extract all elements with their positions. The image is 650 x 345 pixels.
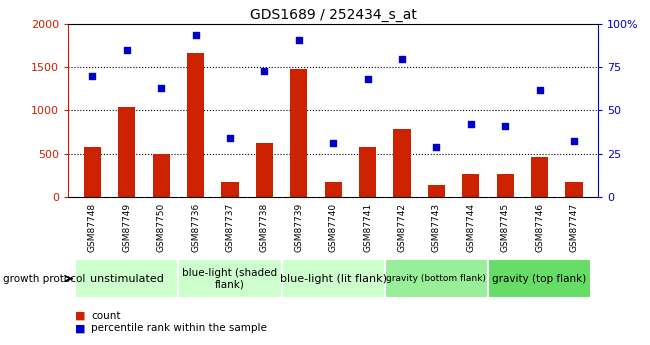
Text: GSM87747: GSM87747 <box>569 203 578 252</box>
Bar <box>281 259 385 298</box>
Text: GSM87740: GSM87740 <box>329 203 337 252</box>
Bar <box>428 185 445 197</box>
Bar <box>385 259 488 298</box>
Bar <box>222 181 239 197</box>
Point <box>534 87 545 92</box>
Text: GSM87737: GSM87737 <box>226 203 235 252</box>
Text: GSM87748: GSM87748 <box>88 203 97 252</box>
Point <box>294 37 304 42</box>
Text: ■: ■ <box>75 311 85 321</box>
Text: GSM87739: GSM87739 <box>294 203 304 252</box>
Bar <box>531 157 548 197</box>
Bar <box>488 259 591 298</box>
Text: GSM87741: GSM87741 <box>363 203 372 252</box>
Bar <box>566 182 582 197</box>
Text: unstimulated: unstimulated <box>90 274 164 284</box>
Text: growth protocol: growth protocol <box>3 274 86 284</box>
Point <box>87 73 98 79</box>
Bar <box>462 174 479 197</box>
Point <box>122 47 132 53</box>
Bar <box>255 143 273 197</box>
Text: GSM87743: GSM87743 <box>432 203 441 252</box>
Point <box>500 123 510 129</box>
Point <box>225 135 235 141</box>
Bar <box>178 259 281 298</box>
Point <box>362 77 372 82</box>
Point <box>396 56 407 61</box>
Bar <box>324 183 342 197</box>
Title: GDS1689 / 252434_s_at: GDS1689 / 252434_s_at <box>250 8 417 22</box>
Text: ■: ■ <box>75 324 85 333</box>
Text: gravity (bottom flank): gravity (bottom flank) <box>386 274 486 283</box>
Bar <box>393 129 411 197</box>
Text: GSM87736: GSM87736 <box>191 203 200 252</box>
Bar <box>75 259 178 298</box>
Point <box>259 68 270 73</box>
Point <box>156 85 166 91</box>
Bar <box>497 174 514 197</box>
Bar <box>359 148 376 197</box>
Text: GSM87742: GSM87742 <box>397 203 406 252</box>
Text: GSM87744: GSM87744 <box>466 203 475 252</box>
Point <box>569 139 579 144</box>
Text: percentile rank within the sample: percentile rank within the sample <box>91 324 267 333</box>
Bar <box>153 154 170 197</box>
Text: GSM87749: GSM87749 <box>122 203 131 252</box>
Text: GSM87738: GSM87738 <box>260 203 269 252</box>
Bar <box>290 69 307 197</box>
Bar <box>84 147 101 197</box>
Text: blue-light (shaded
flank): blue-light (shaded flank) <box>183 268 278 289</box>
Bar <box>118 107 135 197</box>
Text: gravity (top flank): gravity (top flank) <box>493 274 587 284</box>
Text: blue-light (lit flank): blue-light (lit flank) <box>280 274 387 284</box>
Text: GSM87750: GSM87750 <box>157 203 166 252</box>
Text: GSM87746: GSM87746 <box>535 203 544 252</box>
Text: count: count <box>91 311 120 321</box>
Point <box>465 121 476 127</box>
Point <box>328 140 338 146</box>
Text: GSM87745: GSM87745 <box>500 203 510 252</box>
Point <box>431 144 441 149</box>
Point <box>190 32 201 37</box>
Bar <box>187 53 204 197</box>
